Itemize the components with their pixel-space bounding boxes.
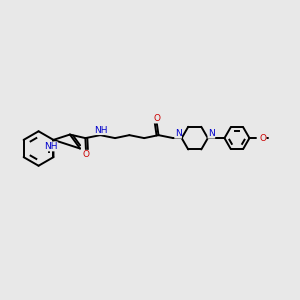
Text: NH: NH	[44, 142, 57, 151]
Text: O: O	[153, 114, 160, 123]
Text: O: O	[82, 150, 89, 159]
Text: NH: NH	[94, 126, 108, 135]
Text: O: O	[259, 134, 266, 142]
Text: N: N	[208, 129, 215, 138]
Text: N: N	[175, 129, 182, 138]
